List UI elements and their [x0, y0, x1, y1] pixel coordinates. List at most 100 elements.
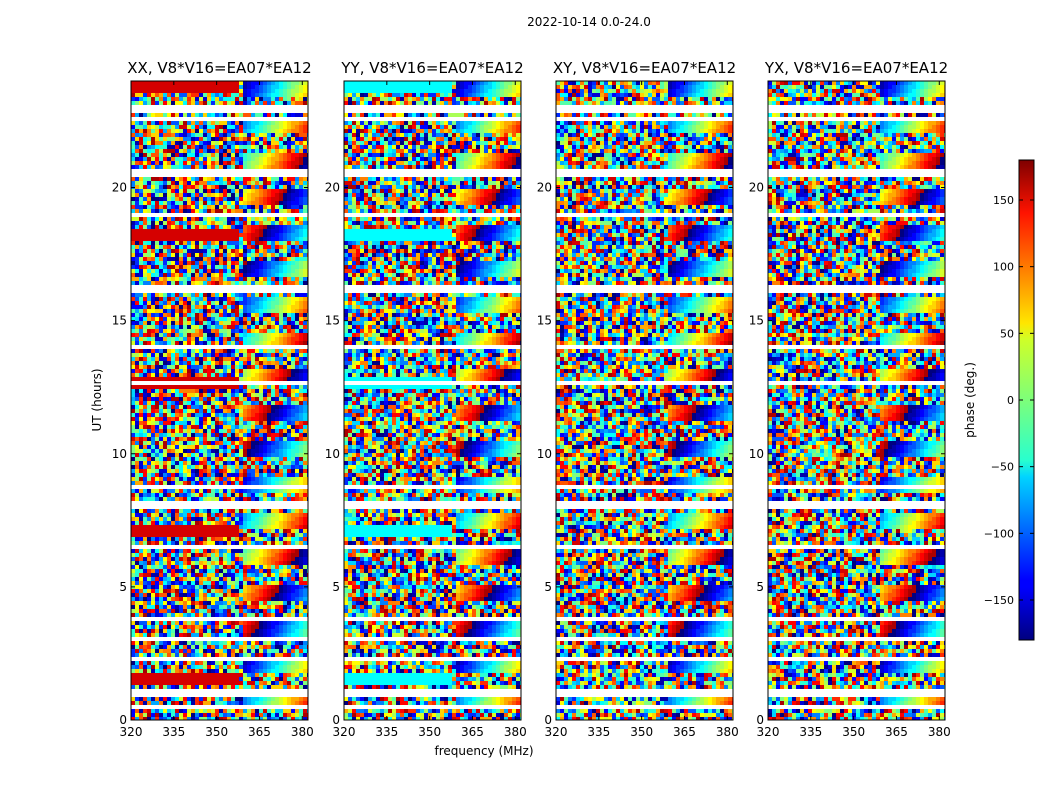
- panel-title: YX, V8*V16=EA07*EA12: [764, 59, 948, 77]
- heatmap-color-layer: [344, 81, 521, 720]
- panel-frame: [343, 80, 522, 721]
- x-tick-label: 365: [461, 725, 484, 739]
- heatmap-color-layer: [131, 81, 308, 720]
- y-tick-label: 10: [325, 447, 340, 461]
- heatmap-color-layer: [344, 81, 521, 713]
- y-tick-label: 10: [749, 447, 764, 461]
- x-tick-label: 365: [673, 725, 696, 739]
- heatmap-color-layer: [768, 81, 945, 720]
- x-tick-label: 350: [205, 725, 228, 739]
- x-tick-label: 335: [375, 725, 398, 739]
- panel-title: YY, V8*V16=EA07*EA12: [340, 59, 523, 77]
- heatmap-color-layer: [131, 81, 308, 720]
- x-tick-label: 320: [545, 725, 568, 739]
- x-tick-label: 320: [333, 725, 356, 739]
- heatmap-color-layer: [768, 81, 945, 720]
- heatmap-color-layer: [344, 97, 521, 720]
- y-tick-label: 20: [749, 181, 764, 195]
- x-tick-label: 335: [799, 725, 822, 739]
- y-tick-label: 0: [119, 713, 127, 727]
- heatmap-color-layer: [131, 85, 308, 717]
- colorbar-tick-label: −50: [991, 461, 1014, 474]
- y-tick-label: 20: [112, 181, 127, 195]
- heatmap-color-layer: [344, 81, 521, 720]
- y-tick-label: 0: [332, 713, 340, 727]
- x-tick-label: 365: [248, 725, 271, 739]
- heatmap-color-layer: [131, 81, 308, 720]
- heatmap-color-layer: [344, 81, 521, 720]
- x-tick-label: 380: [928, 725, 951, 739]
- heatmap-color-layer: [556, 81, 733, 720]
- heatmap-color-layer: [344, 93, 521, 720]
- y-tick-label: 20: [325, 181, 340, 195]
- heatmap-color-layer: [768, 81, 945, 720]
- y-axis-label: UT (hours): [90, 368, 104, 431]
- heatmap-color-layer: [768, 81, 945, 720]
- x-tick-label: 380: [504, 725, 527, 739]
- heatmap-color-layer: [768, 81, 945, 720]
- heatmap-color-layer: [556, 81, 733, 720]
- heatmap-color-layer: [344, 85, 521, 720]
- heatmap-color-layer: [556, 81, 733, 720]
- colorbar-tick-label: −150: [984, 594, 1014, 607]
- panel-1: YY, V8*V16=EA07*EA12 320 335 350 365 380 0 5 10 1…: [325, 59, 527, 739]
- x-tick-label: 335: [162, 725, 185, 739]
- heatmap-color-layer: [768, 85, 945, 720]
- heatmap-color-layer: [556, 81, 733, 720]
- y-tick-label: 5: [119, 580, 127, 594]
- heatmap-color-layer: [131, 81, 308, 720]
- phase-heatmap: [344, 81, 521, 720]
- y-tick-label: 15: [749, 314, 764, 328]
- heatmap-color-layer: [556, 93, 733, 720]
- panel-frame: [130, 80, 309, 721]
- x-tick-label: 320: [120, 725, 143, 739]
- x-tick-label: 350: [630, 725, 653, 739]
- heatmap-color-layer: [131, 81, 308, 720]
- y-tick-label: 20: [537, 181, 552, 195]
- heatmap-color-layer: [344, 81, 521, 720]
- heatmap-color-layer: [556, 81, 733, 717]
- y-tick-label: 0: [756, 713, 764, 727]
- heatmap-color-layer: [344, 93, 521, 720]
- heatmap-color-layer: [131, 81, 308, 717]
- x-tick-label: 320: [757, 725, 780, 739]
- y-tick-label: 15: [537, 314, 552, 328]
- heatmap-color-layer: [131, 97, 308, 720]
- heatmap-color-layer: [556, 81, 733, 720]
- colorbar: 150 100 50 0 −50 −100 −150 phase (deg.): [963, 159, 1035, 641]
- heatmap-color-layer: [768, 81, 945, 720]
- x-tick-label: 365: [885, 725, 908, 739]
- heatmap-color-layer: [768, 81, 945, 720]
- heatmap-color-layer: [131, 93, 308, 720]
- colorbar-tick-label: −100: [984, 527, 1014, 540]
- panel-title: XY, V8*V16=EA07*EA12: [553, 59, 736, 77]
- heatmap-color-layer: [556, 81, 733, 720]
- panel-frame: [555, 80, 734, 721]
- heatmap-color-layer: [131, 93, 308, 720]
- heatmap-color-layer: [556, 81, 733, 720]
- colorbar-tick-label: 150: [993, 194, 1014, 207]
- y-tick-label: 15: [112, 314, 127, 328]
- panel-title: XX, V8*V16=EA07*EA12: [127, 59, 311, 77]
- panel-3: YX, V8*V16=EA07*EA12 320 335 350 365 380 0 5 10 1…: [749, 59, 951, 739]
- panel-2: XY, V8*V16=EA07*EA12 320 335 350 365 380 0 5 10 1…: [537, 59, 739, 739]
- x-axis-label: frequency (MHz): [434, 744, 533, 758]
- heatmap-color-layer: [768, 81, 945, 720]
- x-tick-label: 350: [418, 725, 441, 739]
- heatmap-color-layer: [131, 81, 308, 717]
- phase-heatmap: [131, 81, 308, 720]
- heatmap-color-layer: [556, 81, 733, 720]
- y-tick-label: 10: [112, 447, 127, 461]
- x-tick-label: 380: [716, 725, 739, 739]
- heatmap-color-layer: [131, 93, 308, 720]
- phase-heatmap: [556, 81, 733, 720]
- heatmap-color-layer: [344, 81, 521, 720]
- heatmap-color-layer: [344, 81, 521, 717]
- y-tick-label: 15: [325, 314, 340, 328]
- suptitle: 2022-10-14 0.0-24.0: [527, 15, 651, 29]
- colorbar-label: phase (deg.): [963, 362, 977, 438]
- y-tick-label: 0: [544, 713, 552, 727]
- heatmap-color-layer: [768, 81, 945, 720]
- x-tick-label: 335: [587, 725, 610, 739]
